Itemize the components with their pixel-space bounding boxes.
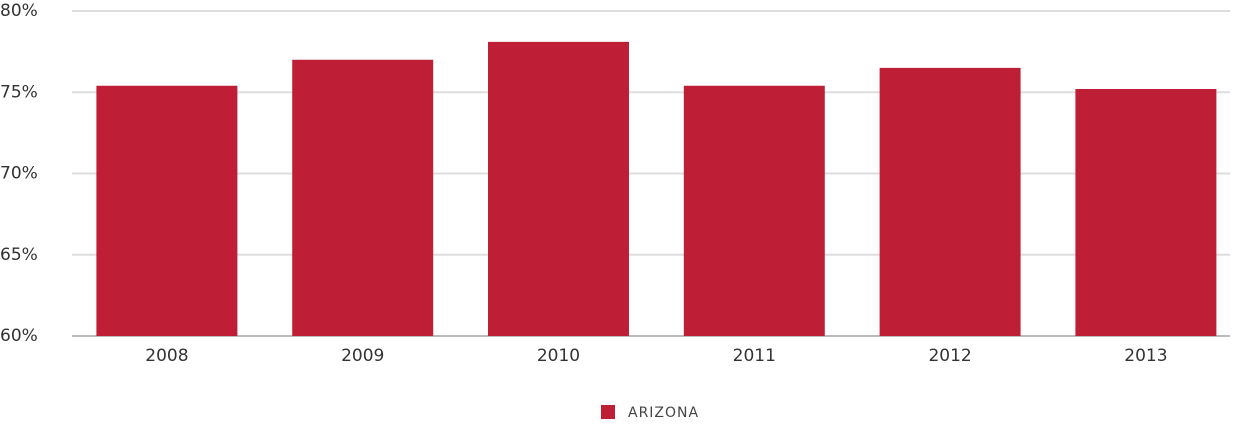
legend-label: ARIZONA <box>628 405 699 421</box>
bar <box>879 67 1021 336</box>
bar <box>292 59 434 336</box>
y-tick-label: 65% <box>0 245 38 265</box>
y-tick-label: 80% <box>0 1 38 21</box>
x-tick-label: 2010 <box>537 346 580 366</box>
bar <box>488 41 629 336</box>
x-tick-label: 2009 <box>341 346 384 366</box>
y-tick-label: 70% <box>0 164 38 184</box>
y-tick-label: 60% <box>0 326 38 346</box>
bar <box>683 85 825 336</box>
legend-swatch <box>601 405 615 419</box>
x-tick-label: 2012 <box>928 346 971 366</box>
bar <box>1075 89 1217 336</box>
bar <box>96 85 238 336</box>
x-tick-label: 2008 <box>145 346 188 366</box>
y-tick-label: 75% <box>0 82 38 102</box>
x-tick-label: 2013 <box>1124 346 1167 366</box>
x-tick-label: 2011 <box>733 346 776 366</box>
